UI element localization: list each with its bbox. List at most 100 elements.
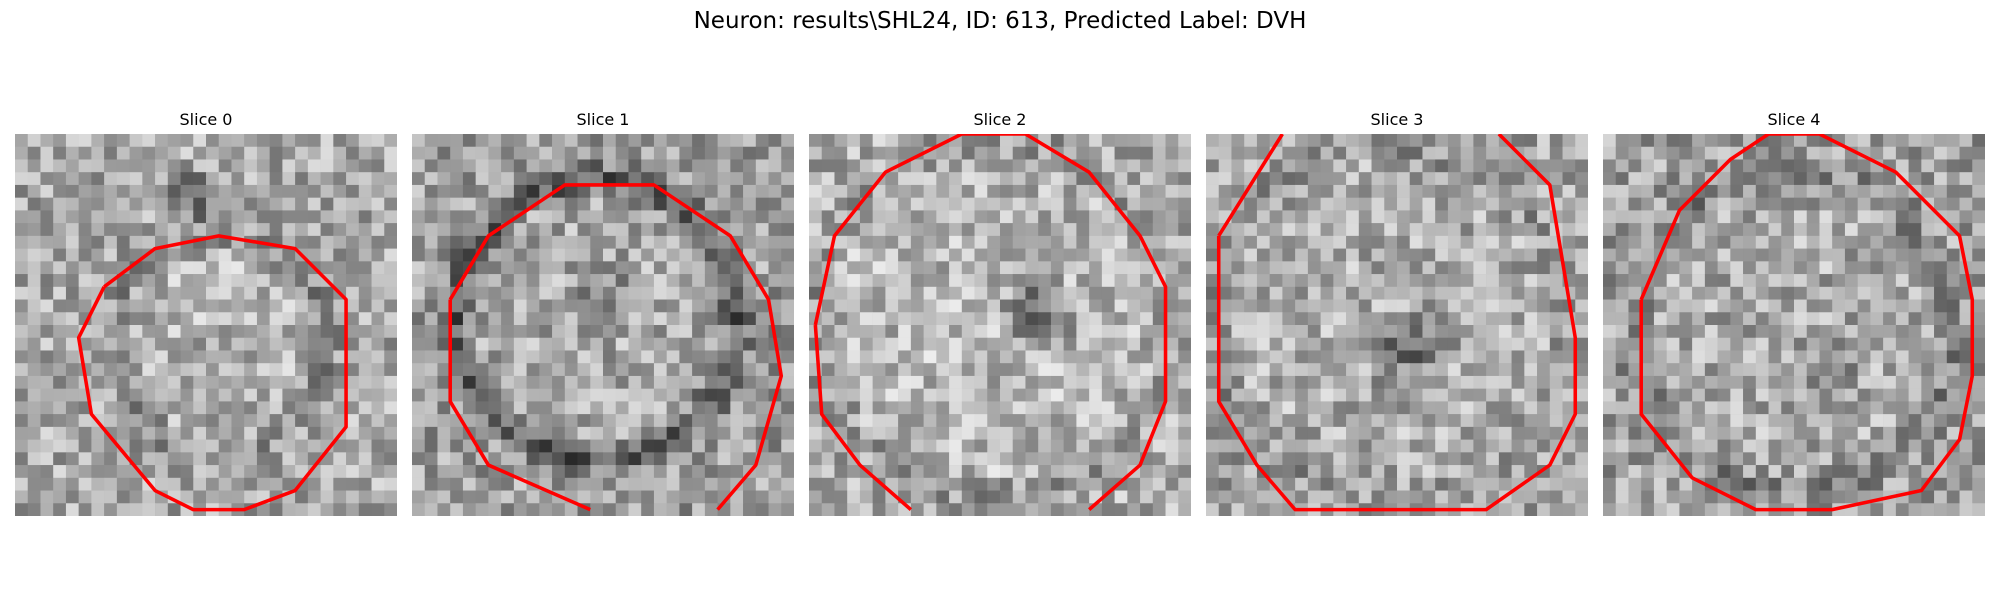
pixel	[1537, 210, 1551, 224]
pixel	[923, 426, 937, 440]
pixel	[450, 172, 464, 186]
pixel	[1768, 146, 1782, 160]
pixel	[450, 248, 464, 262]
pixel	[1063, 414, 1077, 428]
segmentation-contour	[813, 324, 913, 511]
pixel	[974, 465, 988, 479]
pixel	[704, 375, 718, 389]
pixel	[1384, 261, 1398, 275]
pixel	[872, 414, 886, 428]
pixel	[577, 312, 591, 326]
pixel	[1038, 184, 1052, 198]
pixel	[1435, 477, 1449, 491]
pixel	[1921, 375, 1935, 389]
pixel	[1781, 184, 1795, 198]
pixel	[1050, 477, 1064, 491]
pixel	[1730, 465, 1744, 479]
pixel	[1908, 172, 1922, 186]
pixel	[78, 134, 92, 147]
pixel	[1730, 172, 1744, 186]
pixel	[307, 197, 321, 211]
pixel	[1178, 337, 1191, 351]
pixel	[1422, 325, 1436, 338]
pixel	[1908, 503, 1922, 516]
pixel	[1883, 414, 1897, 428]
pixel	[1562, 439, 1576, 453]
pixel	[834, 325, 848, 338]
pixel	[1511, 401, 1525, 415]
pixel	[256, 325, 270, 338]
pixel	[987, 299, 1001, 313]
pixel	[1000, 172, 1013, 186]
pixel	[333, 337, 347, 351]
pixel	[809, 414, 822, 428]
pixel	[1575, 248, 1588, 262]
pixel	[1346, 337, 1360, 351]
pixel	[910, 274, 924, 288]
pixel	[730, 134, 744, 147]
pixel	[1358, 286, 1372, 300]
pixel	[730, 503, 744, 516]
pixel	[1946, 274, 1960, 288]
pixel	[923, 197, 937, 211]
pixel	[1358, 414, 1372, 428]
pixel	[1397, 134, 1410, 147]
pixel	[1692, 388, 1706, 402]
pixel	[1101, 159, 1115, 173]
pixel	[872, 299, 886, 313]
pixel	[1934, 146, 1948, 160]
pixel	[1486, 223, 1500, 237]
pixel	[65, 197, 79, 211]
pixel	[412, 375, 425, 389]
pixel	[1832, 465, 1846, 479]
pixel	[116, 490, 130, 504]
pixel	[1959, 312, 1973, 326]
pixel	[1025, 375, 1039, 389]
pixel	[628, 350, 642, 364]
pixel	[923, 363, 937, 377]
pixel	[1256, 274, 1270, 288]
pixel	[641, 146, 655, 160]
pixel	[1152, 350, 1166, 364]
pixel	[1422, 452, 1436, 466]
pixel	[1473, 439, 1487, 453]
pixel	[488, 146, 502, 160]
pixel	[1486, 248, 1500, 262]
pixel	[974, 388, 988, 402]
pixel	[358, 299, 372, 313]
pixel	[641, 375, 655, 389]
pixel	[1806, 235, 1820, 249]
pixel	[1101, 375, 1115, 389]
pixel	[577, 223, 591, 237]
pixel	[898, 388, 912, 402]
pixel	[1666, 261, 1680, 275]
pixel	[961, 452, 975, 466]
pixel	[231, 439, 245, 453]
pixel	[781, 426, 794, 440]
pixel	[859, 223, 873, 237]
pixel	[1781, 401, 1795, 415]
pixel	[885, 235, 899, 249]
pixel	[1346, 146, 1360, 160]
pixel	[155, 426, 169, 440]
pixel	[577, 261, 591, 275]
pixel	[1946, 477, 1960, 491]
pixel	[704, 235, 718, 249]
pixel	[1076, 363, 1090, 377]
pixel	[1244, 299, 1258, 313]
pixel	[320, 465, 334, 479]
pixel	[1050, 248, 1064, 262]
pixel	[872, 452, 886, 466]
pixel	[1231, 325, 1245, 338]
pixel	[1422, 197, 1436, 211]
pixel	[167, 477, 181, 491]
pixel	[193, 312, 207, 326]
pixel	[1307, 426, 1321, 440]
pixel	[1447, 337, 1461, 351]
pixel	[1218, 439, 1232, 453]
pixel	[1549, 388, 1563, 402]
pixel	[155, 337, 169, 351]
pixel	[781, 337, 794, 351]
pixel	[1857, 477, 1871, 491]
pixel	[116, 350, 130, 364]
